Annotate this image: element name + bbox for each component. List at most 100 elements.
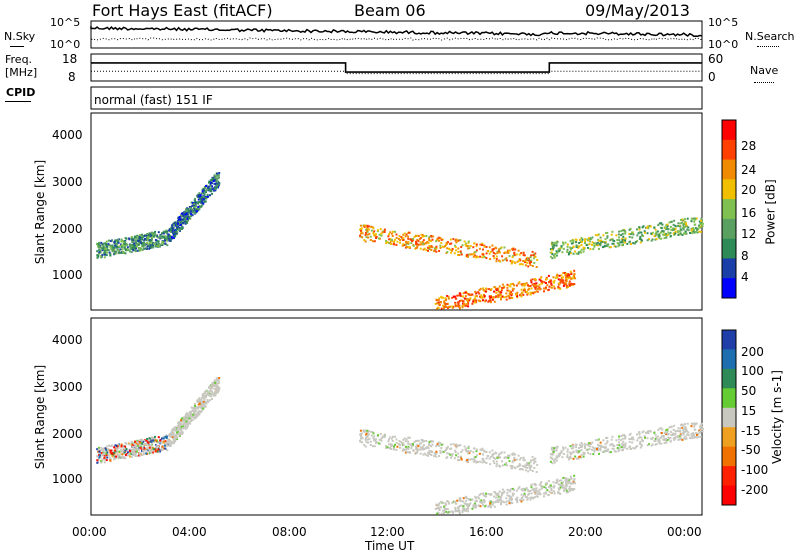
power-point xyxy=(604,241,607,244)
velocity-point xyxy=(506,488,509,491)
power-point xyxy=(527,292,530,295)
power-point xyxy=(518,253,521,256)
power-point xyxy=(543,281,546,284)
velocity-point xyxy=(590,443,593,445)
nave-tick-top: 60 xyxy=(708,52,724,66)
velocity-point xyxy=(493,505,496,508)
velocity-point xyxy=(529,490,532,492)
power-point xyxy=(523,254,526,257)
power-point xyxy=(180,226,183,229)
power-point xyxy=(584,240,586,243)
power-scatter xyxy=(96,172,704,310)
velocity-point xyxy=(596,448,598,450)
power-point xyxy=(491,298,494,301)
velocity-point xyxy=(699,430,702,433)
velocity-point xyxy=(696,436,699,439)
velocity-point xyxy=(136,447,139,450)
velocity-point xyxy=(479,505,482,508)
velocity-point xyxy=(616,447,619,449)
power-point xyxy=(463,297,466,300)
velocity-point xyxy=(459,500,462,502)
power-point xyxy=(527,288,530,291)
velocity-point xyxy=(117,443,120,446)
velocity-point xyxy=(554,481,557,484)
velocity-point xyxy=(478,494,481,496)
power-point xyxy=(584,242,586,244)
power-point xyxy=(473,297,476,300)
velocity-point xyxy=(569,456,572,459)
power-point xyxy=(366,224,369,227)
power-point xyxy=(366,233,369,236)
power-point xyxy=(505,259,508,262)
power-point xyxy=(591,241,594,244)
power-point xyxy=(214,180,217,182)
power-point xyxy=(485,246,488,248)
velocity-point xyxy=(621,442,624,445)
velocity-point xyxy=(492,501,495,504)
power-point xyxy=(96,250,99,253)
power-point xyxy=(532,283,535,286)
velocity-point xyxy=(147,441,150,444)
colorbar-segment xyxy=(722,466,736,486)
velocity-point xyxy=(562,448,565,451)
power-point xyxy=(172,222,175,225)
velocity-point xyxy=(154,435,156,438)
freq-panel-frame xyxy=(90,53,703,82)
velocity-point xyxy=(196,415,198,417)
velocity-point xyxy=(176,438,178,441)
velocity-point xyxy=(491,503,494,506)
power-point xyxy=(206,187,209,190)
velocity-point xyxy=(157,436,160,439)
power-point xyxy=(428,237,431,240)
velocity-point xyxy=(682,432,685,435)
power-point xyxy=(478,247,481,250)
velocity-point xyxy=(663,431,666,434)
velocity-point xyxy=(559,486,562,489)
velocity-point xyxy=(124,457,127,460)
power-point xyxy=(653,226,656,229)
power-point xyxy=(134,249,136,252)
power-point xyxy=(680,218,682,221)
power-point xyxy=(661,223,664,226)
power-point xyxy=(146,245,149,248)
velocity-point xyxy=(466,460,469,463)
power-point xyxy=(663,237,666,240)
power-point xyxy=(674,224,677,227)
power-point xyxy=(596,243,598,245)
power-point xyxy=(202,196,205,198)
power-point xyxy=(571,242,574,245)
power-point xyxy=(666,223,669,226)
velocity-point xyxy=(105,454,108,457)
velocity-point xyxy=(522,465,525,468)
power-point xyxy=(178,228,181,231)
power-point xyxy=(136,235,139,238)
velocity-point xyxy=(490,455,493,458)
power-point xyxy=(180,214,183,217)
velocity-point xyxy=(463,502,466,505)
velocity-point xyxy=(187,415,190,418)
colorbar-segment xyxy=(722,368,736,389)
power-point xyxy=(551,253,554,256)
power-point xyxy=(638,231,641,234)
power-point xyxy=(598,239,601,242)
velocity-point xyxy=(447,500,450,503)
power-point xyxy=(407,237,410,240)
velocity-point xyxy=(475,500,478,503)
velocity-point xyxy=(101,459,104,461)
power-point xyxy=(160,242,163,245)
power-point xyxy=(519,259,522,262)
velocity-point xyxy=(125,454,127,456)
power-point xyxy=(528,262,531,264)
nave-tick-bottom: 0 xyxy=(708,70,716,84)
power-point xyxy=(442,296,445,299)
velocity-point xyxy=(187,412,190,415)
vel-cb-tick-200: 200 xyxy=(741,345,764,359)
power-point xyxy=(599,241,602,244)
colorbar-frame xyxy=(721,329,737,506)
velocity-point xyxy=(449,453,452,456)
velocity-point xyxy=(160,442,163,445)
power-point xyxy=(600,239,603,242)
power-point xyxy=(143,235,146,237)
power-point xyxy=(698,225,701,228)
velocity-point xyxy=(395,438,398,441)
